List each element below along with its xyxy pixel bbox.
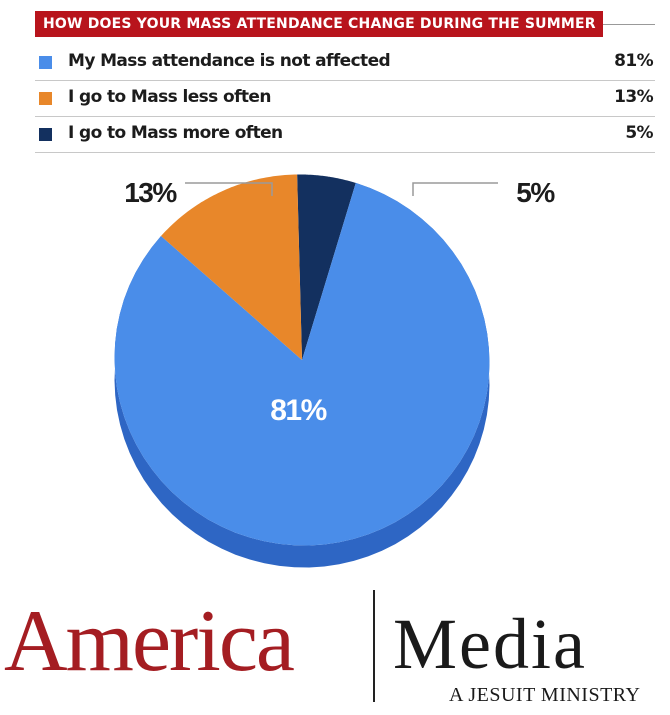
leader-line bbox=[185, 182, 273, 196]
leader-line bbox=[412, 182, 498, 196]
brand-tagline: A JESUIT MINISTRY bbox=[449, 684, 641, 706]
legend-swatch-blue bbox=[39, 56, 52, 69]
legend-label: I go to Mass less often bbox=[68, 87, 271, 107]
brand-divider bbox=[373, 590, 375, 702]
slice-label-blue: 81% bbox=[270, 394, 326, 427]
legend-value: 81% bbox=[614, 51, 653, 71]
brand-media: Media bbox=[393, 604, 587, 684]
pie-slices bbox=[114, 174, 490, 546]
legend-swatch-navy bbox=[39, 128, 52, 141]
legend-item-not-affected: My Mass attendance is not affected 81% bbox=[35, 45, 655, 81]
legend-item-more-often: I go to Mass more often 5% bbox=[35, 117, 655, 153]
legend-label: My Mass attendance is not affected bbox=[68, 51, 391, 71]
brand-america: America bbox=[4, 593, 295, 690]
chart-title: HOW DOES YOUR MASS ATTENDANCE CHANGE DUR… bbox=[35, 11, 603, 37]
legend-swatch-orange bbox=[39, 92, 52, 105]
legend-label: I go to Mass more often bbox=[68, 123, 283, 143]
legend-value: 13% bbox=[614, 87, 653, 107]
legend: My Mass attendance is not affected 81% I… bbox=[35, 45, 655, 153]
pie-slice bbox=[297, 174, 356, 360]
pie-slice bbox=[114, 182, 490, 546]
pie-slice bbox=[161, 174, 302, 360]
legend-value: 5% bbox=[625, 123, 653, 143]
slice-label-navy: 5% bbox=[516, 177, 555, 208]
legend-item-less-often: I go to Mass less often 13% bbox=[35, 81, 655, 117]
slice-label-orange: 13% bbox=[124, 177, 177, 208]
pie-callouts bbox=[185, 182, 498, 196]
pie-chart: 13% 5% 81% bbox=[114, 174, 557, 568]
title-rule bbox=[603, 24, 655, 25]
